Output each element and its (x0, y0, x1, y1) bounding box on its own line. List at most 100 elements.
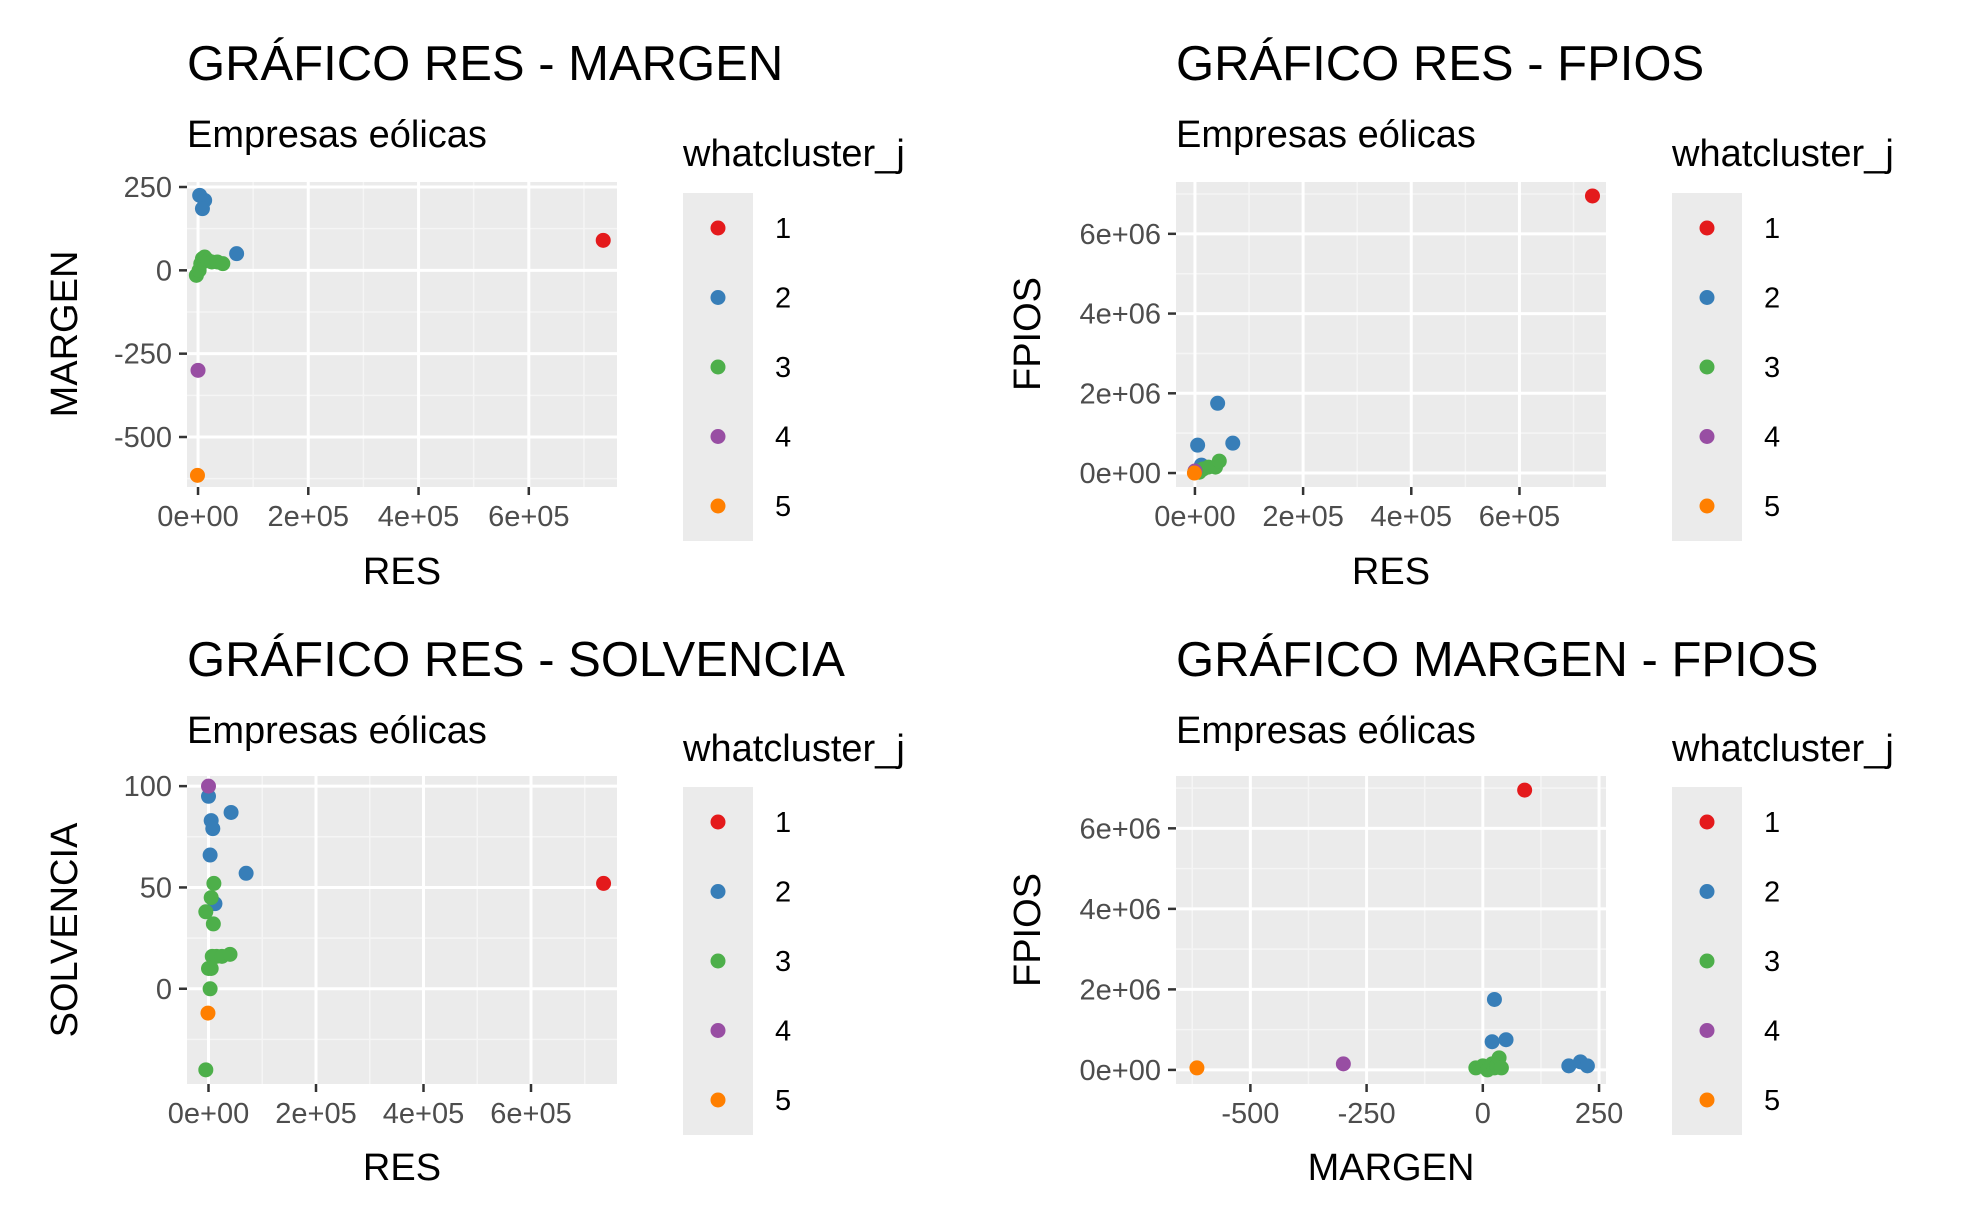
legend-label: 3 (775, 946, 791, 978)
data-point-cluster-4 (1335, 1056, 1351, 1072)
x-axis-title: RES (363, 551, 441, 593)
legend-key-1 (1699, 814, 1715, 830)
legend-label: 2 (1764, 877, 1780, 909)
y-tick-label: 4e+06 (1080, 894, 1161, 926)
legend-key-5 (1699, 498, 1715, 514)
chart-title: GRÁFICO RES - FPIOS (1176, 37, 1704, 91)
chart-subtitle: Empresas eólicas (187, 710, 487, 752)
plot-panel (187, 776, 617, 1084)
legend-key-1 (710, 814, 726, 830)
x-tick-label: 0 (1475, 1098, 1491, 1130)
legend-title: whatcluster_j (682, 728, 905, 770)
y-axis-title: MARGEN (44, 251, 86, 418)
legend-key-3 (710, 359, 726, 375)
x-axis-title: RES (1352, 551, 1430, 593)
chart-panel-1: GRÁFICO RES - MARGEN Empresas eólicas 0e+0… (44, 37, 905, 593)
legend-title: whatcluster_j (1671, 728, 1894, 770)
y-tick-label: 0e+00 (1080, 458, 1161, 490)
legend-label: 5 (1764, 1085, 1780, 1117)
data-point-cluster-3 (1493, 1060, 1509, 1076)
legend-label: 4 (775, 1016, 791, 1048)
data-point-cluster-2 (1225, 435, 1241, 451)
y-tick-label: 4e+06 (1080, 299, 1161, 331)
data-point-cluster-5 (189, 467, 205, 483)
legend-label: 4 (1764, 422, 1780, 454)
data-point-cluster-3 (206, 875, 222, 891)
chart-title: GRÁFICO RES - MARGEN (187, 37, 783, 91)
data-point-cluster-2 (1561, 1058, 1577, 1074)
legend-title: whatcluster_j (1671, 133, 1894, 175)
data-point-cluster-2 (205, 821, 221, 837)
legend-label: 4 (1764, 1016, 1780, 1048)
y-tick-label: 0 (156, 255, 172, 287)
data-point-cluster-3 (1211, 453, 1227, 469)
chart-subtitle: Empresas eólicas (187, 114, 487, 156)
y-tick-label: 2e+06 (1080, 378, 1161, 410)
data-point-cluster-2 (223, 804, 239, 820)
x-tick-label: 2e+05 (275, 1098, 356, 1130)
legend-label: 3 (1764, 946, 1780, 978)
y-tick-label: -250 (114, 339, 172, 371)
plot-panel (187, 182, 617, 487)
legend-key-2 (710, 290, 726, 305)
x-tick-label: 4e+05 (1371, 501, 1452, 533)
data-point-cluster-2 (1190, 437, 1206, 453)
legend-label: 2 (1764, 283, 1780, 315)
x-tick-label: 6e+05 (488, 501, 569, 533)
legend-key-4 (1699, 429, 1715, 444)
legend-label: 1 (1764, 213, 1780, 245)
data-point-cluster-2 (1579, 1058, 1595, 1074)
x-tick-label: 0e+00 (168, 1098, 249, 1130)
legend-key-5 (710, 498, 726, 514)
data-point-cluster-3 (198, 904, 214, 920)
legend-label: 5 (1764, 491, 1780, 523)
legend-label: 1 (1764, 807, 1780, 839)
data-point-cluster-4 (190, 362, 206, 378)
data-point-cluster-3 (203, 890, 219, 906)
data-point-cluster-5 (1186, 465, 1202, 481)
x-axis-title: RES (363, 1147, 441, 1189)
legend-key-5 (1699, 1092, 1715, 1108)
legend-title: whatcluster_j (682, 133, 905, 175)
x-tick-label: 6e+05 (1479, 501, 1560, 533)
y-tick-label: 6e+06 (1080, 813, 1161, 845)
legend-key-1 (1699, 220, 1715, 236)
legend-key-3 (1699, 359, 1715, 375)
data-point-cluster-2 (202, 847, 218, 863)
legend-key-2 (710, 884, 726, 899)
legend-key-4 (710, 1023, 726, 1038)
x-tick-label: 6e+05 (490, 1098, 571, 1130)
legend-key-3 (1699, 953, 1715, 969)
legend-key-1 (710, 220, 726, 236)
y-tick-label: 100 (124, 771, 172, 803)
legend-label: 2 (775, 283, 791, 315)
legend-key-2 (1699, 884, 1715, 899)
y-tick-label: 0 (156, 974, 172, 1006)
data-point-cluster-3 (215, 256, 231, 272)
data-point-cluster-1 (596, 875, 612, 891)
legend-label: 1 (775, 807, 791, 839)
data-point-cluster-2 (229, 246, 245, 262)
data-point-cluster-3 (222, 946, 238, 962)
data-point-cluster-2 (238, 865, 254, 881)
data-point-cluster-3 (203, 961, 219, 976)
y-tick-label: 6e+06 (1080, 219, 1161, 251)
legend-key-5 (710, 1092, 726, 1108)
data-point-cluster-2 (1486, 991, 1502, 1007)
y-axis-title: FPIOS (1007, 873, 1049, 987)
chart-panel-3: GRÁFICO RES - SOLVENCIA Empresas eólicas 0… (44, 633, 905, 1189)
legend-label: 5 (775, 1085, 791, 1117)
x-axis-title: MARGEN (1308, 1147, 1475, 1189)
data-point-cluster-1 (595, 232, 611, 248)
x-tick-label: -250 (1338, 1098, 1396, 1130)
data-point-cluster-1 (1584, 188, 1600, 204)
x-tick-label: 4e+05 (383, 1098, 464, 1130)
x-tick-label: 2e+05 (1262, 501, 1343, 533)
x-tick-label: 2e+05 (268, 501, 349, 533)
legend-label: 3 (775, 352, 791, 384)
y-axis-title: SOLVENCIA (44, 822, 86, 1037)
data-point-cluster-3 (205, 916, 221, 932)
data-point-cluster-2 (194, 201, 210, 217)
legend-key-2 (1699, 290, 1715, 305)
